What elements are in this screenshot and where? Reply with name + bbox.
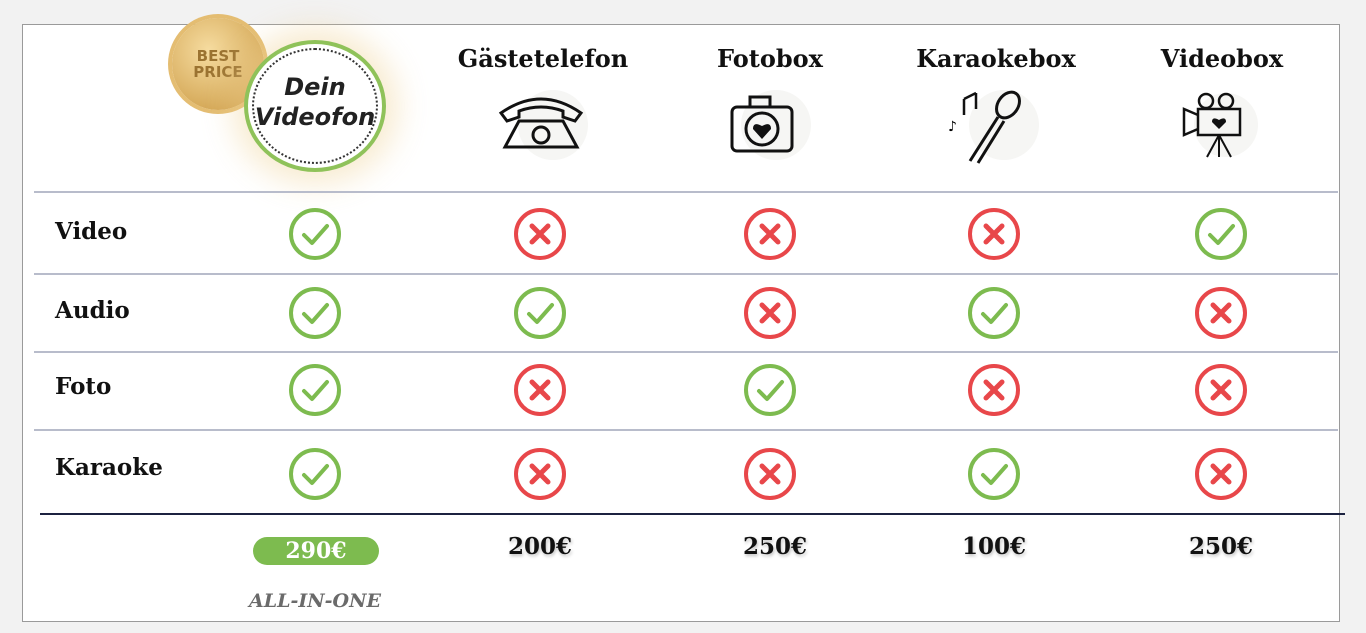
- check-icon: [967, 286, 1021, 340]
- check-icon: [1194, 207, 1248, 261]
- microphone-icon: ♪: [948, 90, 1039, 164]
- column-header-fotobox: Fotobox: [717, 44, 823, 73]
- total-divider: [40, 513, 1345, 515]
- price-gaestetelefon: 200€: [507, 533, 572, 560]
- price-videobox: 250€: [1188, 533, 1253, 560]
- row-label-karaoke: Karaoke: [55, 454, 163, 481]
- comparison-table: [22, 24, 1340, 622]
- price-dein-videofon: 290€: [253, 537, 379, 565]
- row-divider: [34, 191, 1338, 193]
- cross-icon: [513, 447, 567, 501]
- column-header-videobox: Videobox: [1160, 44, 1284, 73]
- cross-icon: [743, 286, 797, 340]
- all-in-one-label: ALL-IN-ONE: [249, 590, 381, 612]
- camera-heart-icon: [730, 90, 811, 160]
- row-divider: [34, 351, 1338, 353]
- row-label-video: Video: [55, 218, 128, 245]
- price-fotobox: 250€: [742, 533, 807, 560]
- check-icon: [288, 286, 342, 340]
- cross-icon: [967, 363, 1021, 417]
- cross-icon: [743, 447, 797, 501]
- telephone-icon: [498, 90, 588, 160]
- cross-icon: [743, 207, 797, 261]
- video-camera-icon: [1182, 92, 1258, 158]
- cross-icon: [1194, 363, 1248, 417]
- cross-icon: [513, 363, 567, 417]
- cross-icon: [513, 207, 567, 261]
- check-icon: [288, 447, 342, 501]
- best-price-badge: BEST PRICE: [172, 18, 264, 110]
- column-header-karaokebox: Karaokebox: [916, 44, 1076, 73]
- badge-text: BEST PRICE: [193, 47, 243, 81]
- cross-icon: [967, 207, 1021, 261]
- check-icon: [513, 286, 567, 340]
- price-karaokebox: 100€: [961, 533, 1026, 560]
- cross-icon: [1194, 286, 1248, 340]
- check-icon: [967, 447, 1021, 501]
- videofon-logo: Dein Videofon: [244, 40, 386, 172]
- svg-text:♪: ♪: [948, 119, 957, 135]
- column-header-gaestetelefon: Gästetelefon: [457, 44, 629, 73]
- check-icon: [743, 363, 797, 417]
- check-icon: [288, 207, 342, 261]
- row-label-audio: Audio: [55, 297, 130, 324]
- check-icon: [288, 363, 342, 417]
- row-divider: [34, 273, 1338, 275]
- row-divider: [34, 429, 1338, 431]
- row-label-foto: Foto: [55, 373, 112, 400]
- cross-icon: [1194, 447, 1248, 501]
- logo-brand-text: Dein Videofon: [254, 73, 376, 131]
